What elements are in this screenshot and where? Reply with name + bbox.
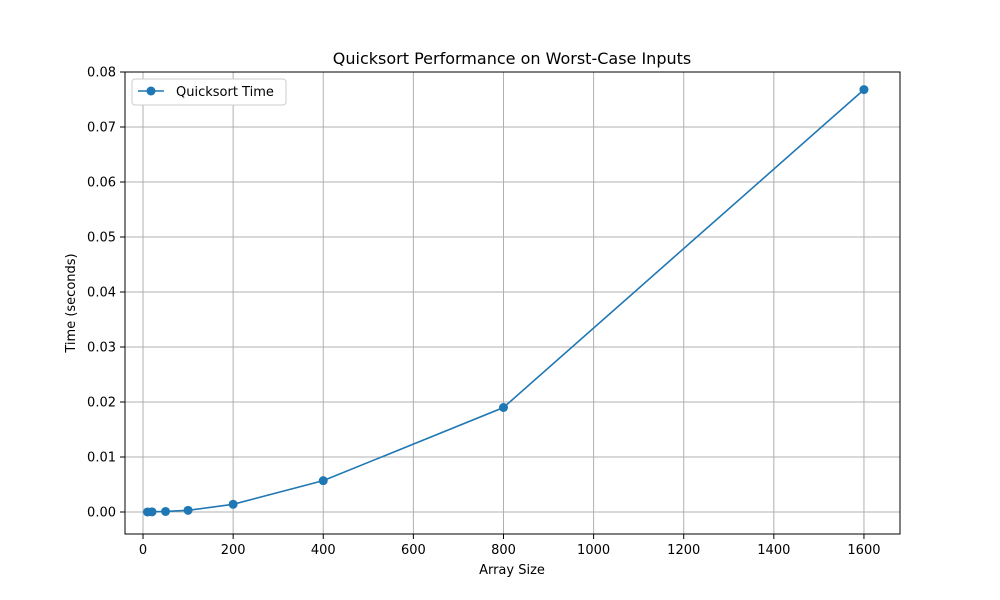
x-tick-label: 0 — [139, 543, 147, 558]
data-point — [228, 499, 238, 509]
x-tick-label: 600 — [401, 543, 426, 558]
data-point — [161, 506, 171, 516]
data-point — [318, 476, 328, 486]
legend: Quicksort Time — [131, 78, 287, 106]
legend-marker-swatch — [146, 86, 156, 96]
x-tick-label: 1200 — [667, 543, 700, 558]
plot-series — [143, 85, 869, 517]
y-tick-label: 0.02 — [87, 396, 116, 411]
y-tick-label: 0.04 — [87, 286, 116, 301]
data-point — [183, 505, 193, 515]
x-tick-label: 1400 — [757, 543, 790, 558]
grid — [125, 71, 900, 534]
y-tick-label: 0.03 — [87, 341, 116, 356]
legend-box — [131, 78, 287, 106]
x-tick-label: 400 — [311, 543, 336, 558]
x-axis-label: Array Size — [479, 563, 545, 578]
y-axis-label: Time (seconds) — [64, 253, 79, 353]
data-point — [498, 403, 508, 412]
x-tick-label: 800 — [491, 543, 516, 558]
data-point — [859, 85, 869, 95]
y-tick-label: 0.00 — [87, 506, 116, 521]
chart-title: Quicksort Performance on Worst-Case Inpu… — [333, 49, 691, 68]
x-tick-label: 200 — [221, 543, 246, 558]
y-tick-label: 0.08 — [87, 66, 116, 81]
legend-label: Quicksort Time — [176, 85, 274, 100]
y-tick-label: 0.06 — [87, 176, 116, 191]
y-tick-label: 0.07 — [87, 121, 116, 136]
data-point — [147, 507, 157, 517]
y-tick-label: 0.01 — [87, 451, 116, 466]
axis-ticks: 0 200 400 600 800 1000 1200 1400 1600 0.00 0.01 0.0… — [87, 66, 880, 559]
x-tick-label: 1600 — [847, 543, 880, 558]
plot-frame — [124, 71, 901, 535]
x-tick-label: 1000 — [577, 543, 610, 558]
y-tick-label: 0.05 — [87, 231, 116, 246]
